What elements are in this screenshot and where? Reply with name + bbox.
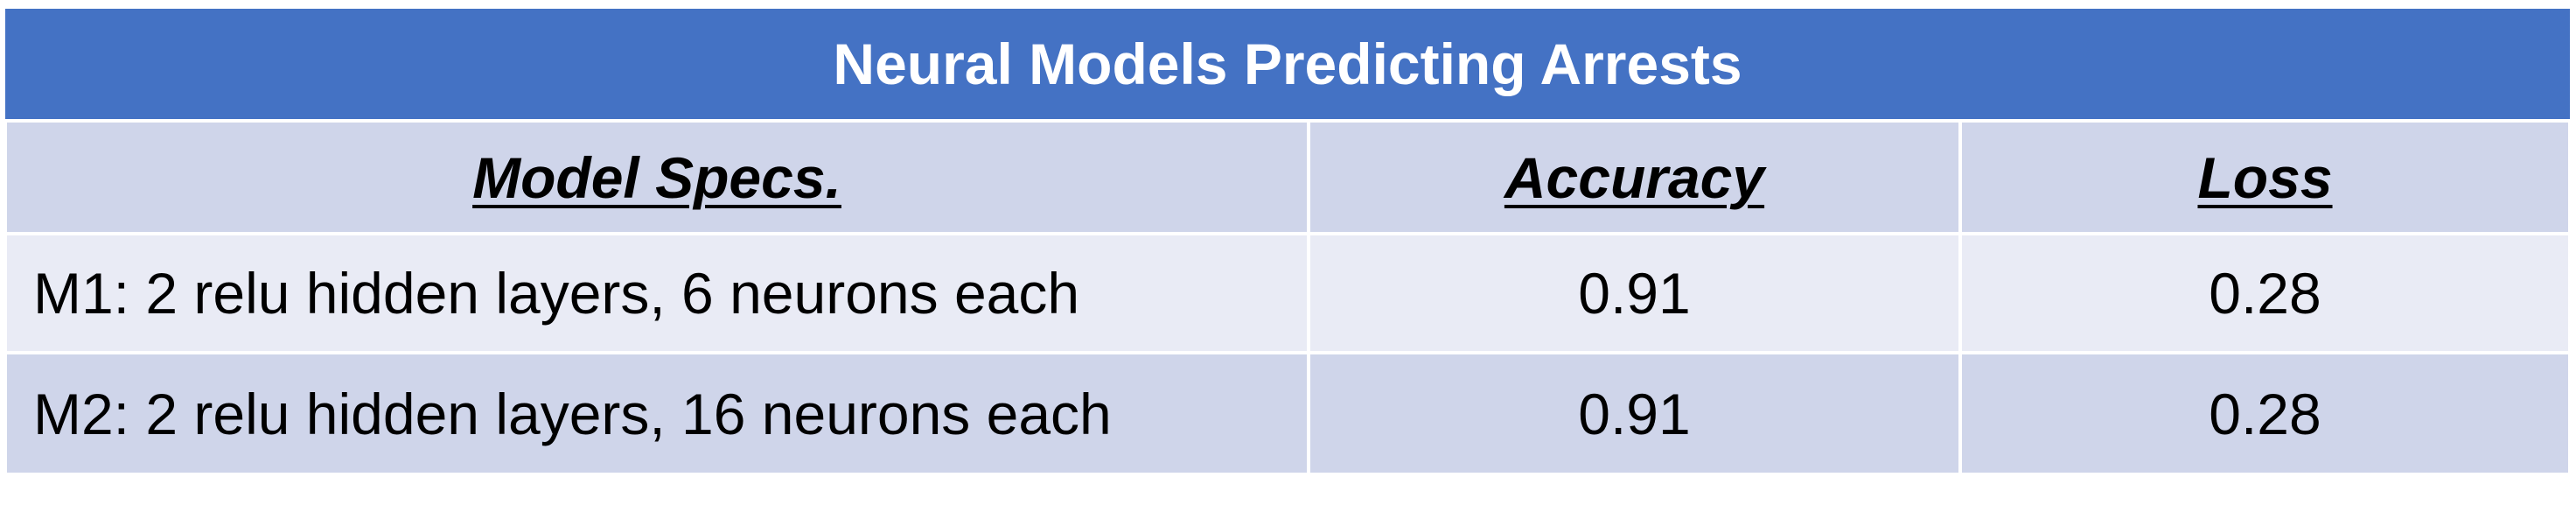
- accuracy-cell: 0.91: [1307, 231, 1962, 355]
- loss-cell: 0.28: [1958, 351, 2573, 476]
- results-table: Neural Models Predicting Arrests Model S…: [3, 9, 2573, 476]
- table-row: M1: 2 relu hidden layers, 6 neurons each…: [3, 231, 2573, 355]
- accuracy-cell: 0.91: [1307, 351, 1962, 476]
- title-row: Neural Models Predicting Arrests: [5, 9, 2571, 123]
- column-header-model-specs: Model Specs.: [3, 119, 1310, 235]
- column-header-accuracy: Accuracy: [1307, 119, 1962, 235]
- header-row: Model Specs. Accuracy Loss: [3, 119, 2573, 235]
- model-spec-cell: M2: 2 relu hidden layers, 16 neurons eac…: [3, 351, 1310, 476]
- loss-cell: 0.28: [1958, 231, 2573, 355]
- table-title: Neural Models Predicting Arrests: [5, 9, 2571, 123]
- table-row: M2: 2 relu hidden layers, 16 neurons eac…: [3, 351, 2573, 476]
- column-header-loss: Loss: [1958, 119, 2573, 235]
- model-spec-cell: M1: 2 relu hidden layers, 6 neurons each: [3, 231, 1310, 355]
- results-table-container: Neural Models Predicting Arrests Model S…: [3, 9, 2573, 476]
